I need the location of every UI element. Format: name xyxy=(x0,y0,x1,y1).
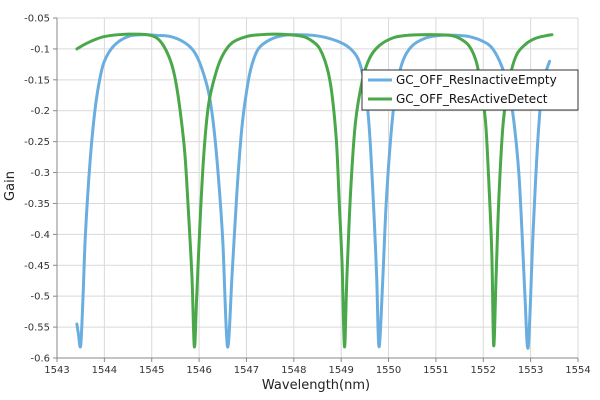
series-lines xyxy=(75,32,554,350)
y-tick-label: -0.5 xyxy=(30,292,50,303)
x-tick-label: 1549 xyxy=(328,365,353,376)
y-tick-label: -0.3 xyxy=(30,168,50,179)
x-tick-label: 1545 xyxy=(139,365,164,376)
y-tick-label: -0.45 xyxy=(24,261,50,272)
legend-box xyxy=(361,69,579,111)
x-tick-label: 1554 xyxy=(565,365,590,376)
x-axis-title: Wavelength(nm) xyxy=(262,378,370,393)
y-tick-label: -0.2 xyxy=(30,106,50,117)
x-tick-label: 1552 xyxy=(471,365,496,376)
y-tick-label: -0.05 xyxy=(24,14,50,25)
y-tick-label: -0.15 xyxy=(24,75,50,86)
tick-labels: 1543 1544 1545 1546 1547 1548 1549 1550 1551 1552… xyxy=(24,14,591,377)
legend-label-inactive-empty: GC_OFF_ResInactiveEmpty xyxy=(396,73,557,87)
x-tick-label: 1547 xyxy=(234,365,259,376)
y-tick-label: -0.25 xyxy=(24,137,50,148)
series-line-active-detect xyxy=(75,32,554,349)
y-tick-label: -0.35 xyxy=(24,199,50,210)
x-tick-label: 1551 xyxy=(423,365,448,376)
legend-label-active-detect: GC_OFF_ResActiveDetect xyxy=(396,92,548,106)
y-tick-label: -0.6 xyxy=(30,354,50,365)
x-tick-label: 1550 xyxy=(376,365,401,376)
y-tick-label: -0.4 xyxy=(30,230,50,241)
x-tick-label: 1548 xyxy=(281,365,306,376)
x-tick-label: 1553 xyxy=(518,365,543,376)
axes xyxy=(53,17,579,362)
y-tick-label: -0.55 xyxy=(24,323,50,334)
x-tick-label: 1543 xyxy=(44,365,69,376)
legend: GC_OFF_ResInactiveEmpty GC_OFF_ResActive… xyxy=(361,69,579,111)
x-tick-label: 1546 xyxy=(186,365,211,376)
x-tick-label: 1544 xyxy=(92,365,117,376)
y-axis-title: Gain xyxy=(3,171,18,201)
y-tick-label: -0.1 xyxy=(30,44,50,55)
